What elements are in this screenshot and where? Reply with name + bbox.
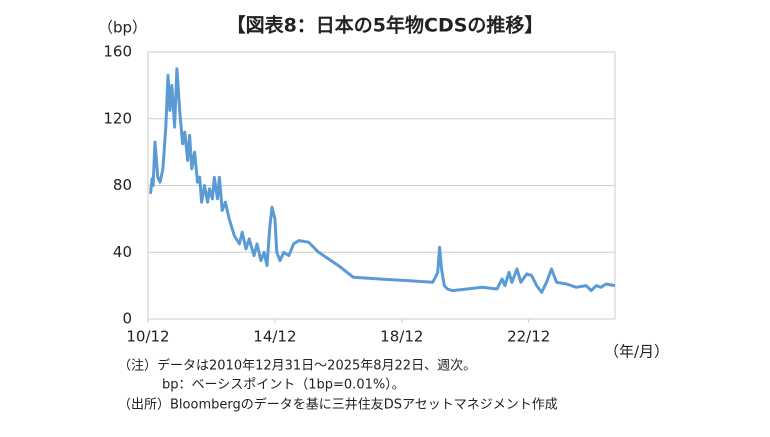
y-tick-label: 80 xyxy=(113,176,132,194)
y-tick-label: 40 xyxy=(113,243,132,261)
x-axis-label: （年/月） xyxy=(604,343,669,361)
x-tick-label: 14/12 xyxy=(253,328,296,346)
chart-title: 【図表8：日本の5年物CDSの推移】 xyxy=(227,14,544,37)
x-tick-label: 10/12 xyxy=(126,328,169,346)
x-tick-label: 18/12 xyxy=(380,328,423,346)
y-tick-label: 120 xyxy=(103,109,132,127)
note: （注）データは2010年12月31日～2025年8月22日、週次。 xyxy=(118,358,476,374)
y-axis-label: （bp） xyxy=(98,19,147,37)
y-tick-label: 160 xyxy=(103,43,132,61)
data-line xyxy=(149,67,616,294)
x-tick-label: 22/12 xyxy=(507,328,550,346)
y-tick-label: 0 xyxy=(122,310,132,328)
note: （出所）Bloombergのデータを基に三井住友DSアセットマネジメント作成 xyxy=(118,397,558,413)
note: bp：ベーシスポイント（1bp=0.01%）。 xyxy=(162,378,405,393)
